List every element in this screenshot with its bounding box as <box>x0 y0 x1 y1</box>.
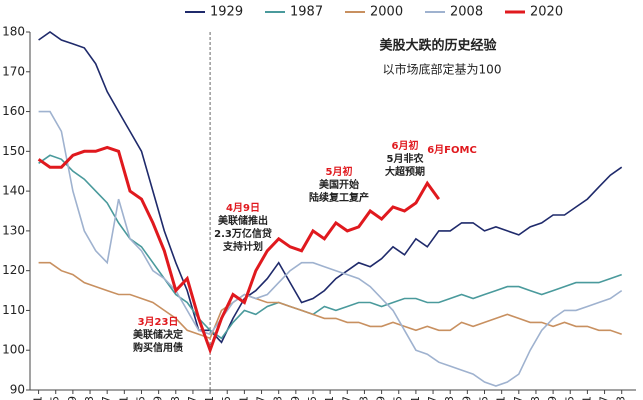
legend-label: 1929 <box>210 5 243 20</box>
x-tick-label: -19 <box>152 396 165 400</box>
x-tick-label: -13 <box>169 396 182 400</box>
series-line <box>37 145 441 355</box>
x-tick-label: 65 <box>392 396 405 400</box>
x-tick-label: 35 <box>306 396 319 400</box>
series-line <box>38 110 623 387</box>
annotation: 美联储决定 <box>133 328 183 341</box>
x-tick-label: 143 <box>615 396 628 400</box>
x-tick-label: 125 <box>563 396 576 400</box>
x-tick-label: -31 <box>117 396 130 400</box>
x-tick-label: 47 <box>340 396 353 400</box>
annotation: 美联储推出 <box>218 214 268 227</box>
x-tick-label: 119 <box>546 396 559 400</box>
series-line <box>38 154 622 340</box>
annotation: 5月初 <box>326 165 353 178</box>
annotation: 支持计划 <box>222 240 263 253</box>
x-tick-label: -37 <box>100 396 113 400</box>
x-tick-label: 107 <box>512 396 525 400</box>
x-tick-label: 137 <box>598 396 611 400</box>
annotation: 4月9日 <box>226 202 260 214</box>
x-tick-label: 131 <box>580 396 593 400</box>
annotation: 3月23日 <box>138 316 179 328</box>
x-tick-label: 41 <box>323 396 336 400</box>
x-tick-label: -55 <box>49 396 62 400</box>
y-tick-label: 120 <box>2 263 25 277</box>
x-tick-label: -1 <box>203 396 216 400</box>
y-tick-label: 90 <box>10 383 25 397</box>
x-tick-label: 101 <box>495 396 508 400</box>
y-tick-label: 170 <box>2 64 25 78</box>
x-tick-label: 59 <box>375 396 388 400</box>
y-tick-label: 150 <box>2 144 25 158</box>
annotation: 大超预期 <box>385 165 425 178</box>
legend-label: 1987 <box>290 5 323 20</box>
x-tick-label: 23 <box>272 396 285 400</box>
legend-label: 2020 <box>530 5 563 20</box>
x-tick-label: -61 <box>32 396 45 400</box>
annotation: 美国开始 <box>319 178 359 191</box>
series-line <box>38 31 623 344</box>
y-tick-label: 110 <box>2 303 25 317</box>
x-tick-label: -7 <box>186 396 199 400</box>
y-tick-label: 130 <box>2 223 25 237</box>
annotation: 6月FOMC <box>427 144 477 156</box>
x-tick-label: 5 <box>220 396 233 400</box>
series-line <box>38 261 622 340</box>
x-tick-label: 71 <box>409 396 422 400</box>
x-tick-label: 11 <box>237 396 250 400</box>
y-tick-label: 100 <box>2 343 25 357</box>
annotation: 购买信用债 <box>133 341 183 354</box>
x-tick-label: -43 <box>83 396 96 400</box>
y-tick-label: 140 <box>2 184 25 198</box>
annotation: 2.3万亿信贷 <box>214 227 272 240</box>
chart-subtitle: 以市场底部定基为100 <box>383 62 502 77</box>
x-tick-label: 77 <box>426 396 439 400</box>
chart-title: 美股大跌的历史经验 <box>379 38 497 54</box>
x-tick-label: 17 <box>255 396 268 400</box>
legend-label: 2008 <box>450 5 483 20</box>
annotation: 6月初 <box>392 139 419 152</box>
annotation: 陆续复工复产 <box>309 191 369 204</box>
x-tick-label: 83 <box>443 396 456 400</box>
x-tick-label: 29 <box>289 396 302 400</box>
x-tick-label: -49 <box>66 396 79 400</box>
y-tick-label: 160 <box>2 104 25 118</box>
legend-label: 2000 <box>370 5 403 20</box>
y-tick-label: 180 <box>2 25 25 39</box>
annotation: 5月非农 <box>387 152 424 165</box>
x-tick-label: 95 <box>478 396 491 400</box>
x-tick-label: 53 <box>357 396 370 400</box>
x-tick-label: 113 <box>529 396 542 400</box>
x-tick-label: -25 <box>134 396 147 400</box>
x-tick-label: 89 <box>460 396 473 400</box>
